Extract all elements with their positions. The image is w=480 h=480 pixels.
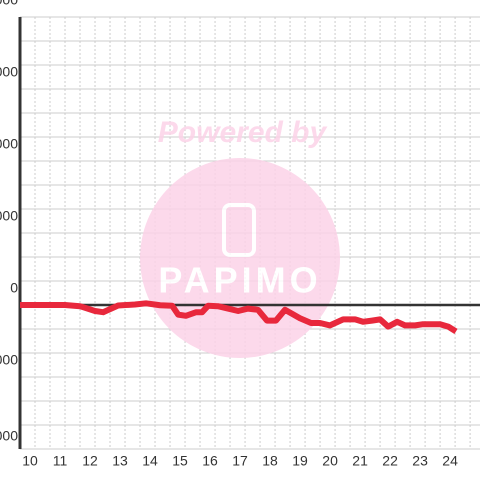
x-tick-label: 16 bbox=[202, 453, 218, 469]
y-tick-label: 12,000 bbox=[0, 0, 18, 8]
plot bbox=[18, 17, 480, 449]
watermark-circle bbox=[140, 158, 340, 358]
watermark: Powered by PAPIMO bbox=[140, 116, 340, 358]
watermark-logo: PAPIMO bbox=[158, 260, 321, 301]
watermark-icon bbox=[222, 203, 256, 257]
x-tick-label: 10 bbox=[22, 453, 38, 469]
x-tick-label: 21 bbox=[352, 453, 368, 469]
y-tick-label: -6,000 bbox=[0, 428, 18, 444]
x-tick-label: 17 bbox=[232, 453, 248, 469]
x-tick-label: 18 bbox=[262, 453, 278, 469]
x-tick-label: 23 bbox=[412, 453, 428, 469]
y-tick-label: 3,000 bbox=[0, 208, 18, 224]
x-tick-label: 19 bbox=[292, 453, 308, 469]
x-tick-label: 20 bbox=[322, 453, 338, 469]
y-tick-label: -3,000 bbox=[0, 352, 18, 368]
x-tick-label: 24 bbox=[442, 453, 458, 469]
y-tick-label: 9,000 bbox=[0, 64, 18, 80]
x-tick-label: 15 bbox=[172, 453, 188, 469]
watermark-text: Powered by bbox=[158, 116, 328, 149]
x-tick-label: 14 bbox=[142, 453, 158, 469]
y-tick-label: 0 bbox=[10, 280, 18, 296]
x-tick-label: 11 bbox=[53, 453, 68, 469]
x-tick-label: 13 bbox=[112, 453, 128, 469]
x-tick-label: 12 bbox=[82, 453, 98, 469]
y-tick-label: 6,000 bbox=[0, 136, 18, 152]
x-tick-label: 22 bbox=[382, 453, 398, 469]
data-line bbox=[20, 300, 458, 334]
